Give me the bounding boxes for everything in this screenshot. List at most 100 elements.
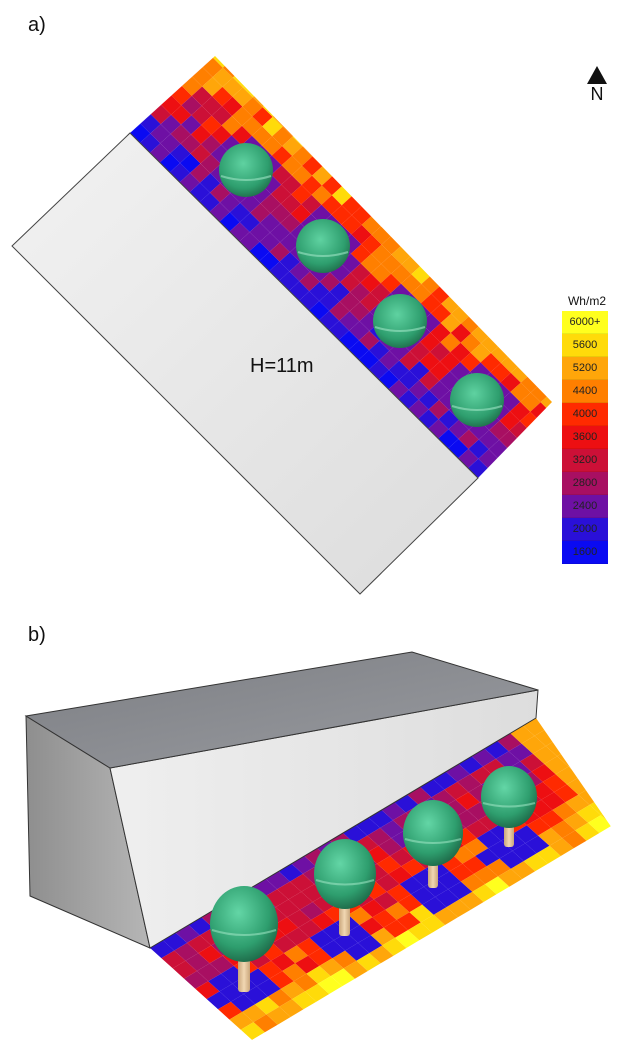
radiation-tile [249, 222, 271, 242]
radiation-tile [319, 958, 344, 977]
radiation-tile [450, 323, 472, 343]
radiation-tile [433, 907, 458, 925]
legend-swatch: 2000 [562, 518, 608, 541]
radiation-tile [523, 853, 548, 872]
legend-swatch: 2800 [562, 472, 608, 495]
radiation-tile [531, 764, 556, 782]
radiation-tile [391, 245, 412, 265]
radiation-tile [329, 301, 350, 321]
radiation-tile [140, 114, 161, 134]
radiation-tile [299, 271, 320, 292]
radiation-tile [261, 136, 283, 156]
radiation-tile [563, 812, 589, 831]
radiation-tile [498, 868, 523, 887]
radiation-tile [271, 165, 292, 185]
radiation-tile [280, 232, 301, 253]
radiation-tile [301, 884, 326, 902]
legend-swatch: 5600 [562, 334, 608, 357]
radiation-tile [271, 953, 296, 971]
radiation-tile [513, 825, 539, 844]
radiation-tile [532, 746, 558, 764]
radiation-tile [520, 392, 541, 412]
radiation-tile [272, 126, 293, 147]
radiation-tile [345, 942, 370, 961]
radiation-tile [457, 774, 482, 793]
radiation-tile [420, 293, 442, 314]
radiation-tile [380, 820, 405, 839]
radiation-tile [442, 799, 468, 818]
building-roof-plan [11, 132, 479, 595]
tree-a-2 [296, 219, 350, 273]
legend-swatch: 2400 [562, 495, 608, 518]
radiation-tile [184, 971, 209, 989]
radiation-tile [281, 175, 302, 195]
building-roof [24, 651, 539, 769]
radiation-tile [449, 362, 471, 382]
radiation-tile [222, 77, 243, 97]
radiation-tile [292, 146, 313, 166]
radiation-tile [341, 215, 362, 235]
radiation-tile [172, 960, 197, 979]
radiation-tile [448, 419, 469, 439]
radiation-tile [242, 1004, 267, 1023]
radiation-tile [576, 804, 601, 823]
radiation-tile [229, 1011, 254, 1030]
radiation-tile [419, 370, 440, 391]
radiation-tile [150, 124, 171, 144]
radiation-tile [285, 927, 310, 946]
radiation-tile [219, 212, 240, 232]
radiation-tile [200, 173, 221, 193]
radiation-tile [277, 881, 302, 900]
legend-swatch: 3200 [562, 449, 608, 472]
radiation-tile [350, 263, 371, 283]
radiation-tile [270, 184, 292, 204]
radiation-tile [279, 252, 300, 272]
radiation-tile [251, 126, 273, 146]
radiation-tile [211, 106, 232, 126]
radiation-tile [495, 751, 521, 770]
radiation-tile [222, 96, 243, 116]
radiation-tile [211, 125, 232, 145]
radiation-tile [464, 838, 489, 856]
radiation-tile [350, 244, 372, 264]
radiation-tile [549, 838, 574, 856]
radiation-tile [541, 792, 566, 810]
radiation-tile [429, 361, 450, 381]
radiation-tile [566, 776, 592, 795]
radiation-tile [232, 106, 253, 126]
radiation-tile [399, 351, 420, 371]
radiation-tile [473, 866, 498, 885]
radiation-tile [159, 153, 181, 173]
radiation-tile [275, 899, 300, 918]
radiation-tile [171, 105, 192, 125]
radiation-tile [282, 963, 307, 982]
radiation-tile [409, 341, 430, 362]
radiation-tile [181, 115, 202, 135]
radiation-tile [346, 925, 371, 943]
radiation-tile [419, 351, 440, 371]
radiation-tile [329, 282, 350, 302]
radiation-tile [331, 185, 353, 206]
radiation-tile [380, 273, 401, 293]
radiation-tile [500, 372, 521, 392]
radiation-tile [308, 948, 333, 966]
radiation-tile [259, 251, 280, 271]
radiation-tile [499, 411, 520, 431]
radiation-tile [232, 87, 253, 107]
radiation-tile [367, 827, 392, 846]
radiation-tile [411, 284, 432, 304]
tree-b-1 [210, 886, 278, 992]
legend-swatch: 3600 [562, 426, 608, 449]
radiation-tile [288, 891, 313, 910]
radiation-tile [209, 955, 234, 974]
radiation-tile [420, 332, 441, 352]
panel-a-diagram: H=11m [11, 56, 552, 595]
radiation-tile [253, 1014, 278, 1033]
tree-b-4 [481, 766, 537, 847]
radiation-tile [472, 884, 497, 902]
radiation-tile [139, 133, 161, 153]
radiation-tile [435, 889, 460, 908]
radiation-tile [411, 264, 432, 284]
legend-swatch: 4000 [562, 403, 608, 426]
radiation-tile [180, 134, 201, 154]
